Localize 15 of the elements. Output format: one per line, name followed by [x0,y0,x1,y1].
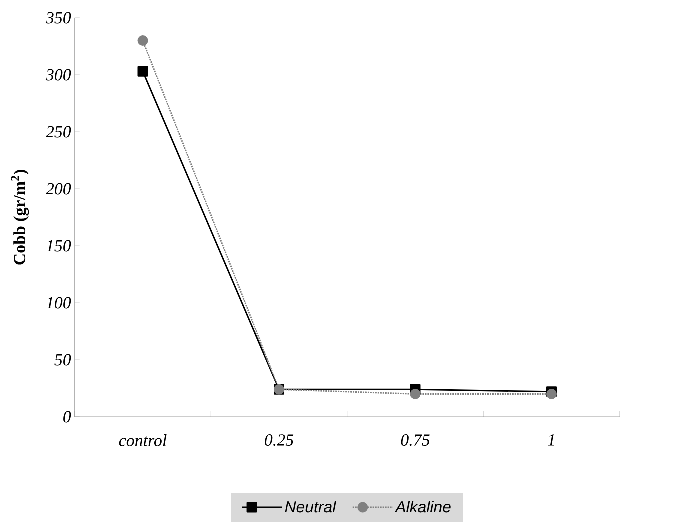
x-tick-label: control [119,434,167,446]
y-tick-label: 250 [46,126,72,138]
y-tick-label: 300 [46,69,72,81]
y-tick-label: 350 [46,12,72,24]
y-tick-label: 0 [64,411,72,423]
legend-label: Neutral [285,501,337,513]
x-tick-label: 1 [548,434,554,446]
y-axis-title: Cobb (gr/m$^{2}$) [11,170,30,265]
legend-label: Alkaline [394,501,451,513]
y-tick-label: 50 [54,354,72,366]
y-tick-label: 100 [46,297,72,309]
y-tick-label: 150 [46,240,72,252]
x-tick-label: 0.25 [265,434,294,446]
x-tick-label: 0.75 [401,434,430,446]
y-tick-label: 200 [46,183,72,195]
